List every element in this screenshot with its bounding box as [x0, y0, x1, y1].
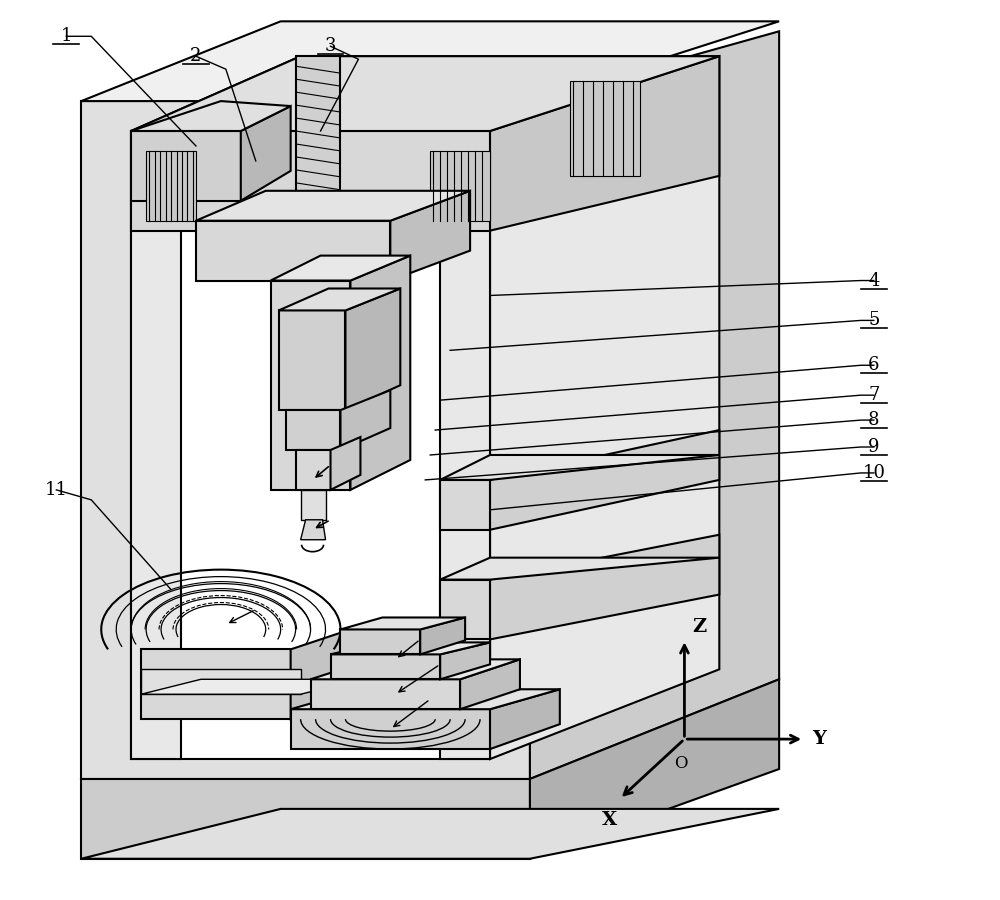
Text: 7: 7 — [868, 386, 880, 404]
Polygon shape — [279, 310, 345, 410]
Polygon shape — [390, 191, 470, 281]
Polygon shape — [271, 256, 410, 281]
Polygon shape — [440, 480, 490, 530]
Polygon shape — [440, 455, 719, 480]
Polygon shape — [340, 617, 465, 629]
Polygon shape — [81, 22, 779, 101]
Polygon shape — [331, 654, 440, 680]
Text: 4: 4 — [868, 272, 880, 290]
Polygon shape — [420, 617, 465, 654]
Polygon shape — [440, 201, 490, 759]
Polygon shape — [131, 131, 241, 201]
Polygon shape — [440, 558, 719, 580]
Polygon shape — [460, 660, 520, 709]
Text: 11: 11 — [45, 481, 68, 499]
Polygon shape — [301, 520, 326, 540]
Polygon shape — [296, 450, 331, 490]
Polygon shape — [131, 56, 719, 131]
Polygon shape — [141, 670, 301, 694]
Polygon shape — [286, 410, 340, 450]
Text: Y: Y — [812, 730, 826, 748]
Polygon shape — [196, 220, 390, 281]
Polygon shape — [241, 106, 291, 201]
Polygon shape — [81, 779, 530, 859]
Polygon shape — [490, 430, 719, 530]
Text: X: X — [602, 811, 617, 829]
Polygon shape — [490, 56, 719, 759]
Text: 5: 5 — [868, 311, 880, 329]
Polygon shape — [530, 680, 779, 859]
Polygon shape — [311, 680, 460, 709]
Polygon shape — [340, 391, 390, 450]
Polygon shape — [331, 643, 490, 654]
Polygon shape — [196, 191, 470, 220]
Text: 9: 9 — [868, 438, 880, 456]
Polygon shape — [131, 56, 719, 131]
Text: 2: 2 — [190, 47, 202, 65]
Polygon shape — [279, 289, 400, 310]
Polygon shape — [490, 689, 560, 749]
Text: O: O — [674, 755, 687, 772]
Polygon shape — [81, 809, 779, 859]
Text: 10: 10 — [862, 464, 885, 482]
Text: Z: Z — [692, 618, 707, 636]
Text: 6: 6 — [868, 356, 880, 374]
Polygon shape — [440, 580, 490, 639]
Text: 8: 8 — [868, 411, 880, 429]
Polygon shape — [131, 131, 490, 230]
Polygon shape — [81, 101, 530, 779]
Polygon shape — [345, 289, 400, 410]
Polygon shape — [570, 81, 640, 176]
Polygon shape — [440, 643, 490, 680]
Polygon shape — [131, 101, 291, 131]
Polygon shape — [530, 32, 779, 779]
Polygon shape — [490, 56, 719, 230]
Polygon shape — [331, 437, 360, 490]
Polygon shape — [350, 256, 410, 490]
Polygon shape — [291, 709, 490, 749]
Polygon shape — [301, 490, 326, 520]
Polygon shape — [146, 151, 196, 220]
Text: 1: 1 — [61, 27, 72, 45]
Polygon shape — [311, 660, 520, 680]
Polygon shape — [141, 650, 291, 719]
Polygon shape — [490, 535, 719, 639]
Polygon shape — [131, 131, 490, 759]
Polygon shape — [271, 281, 350, 490]
Polygon shape — [291, 689, 560, 709]
Polygon shape — [141, 680, 360, 694]
Polygon shape — [430, 151, 490, 220]
Text: 3: 3 — [325, 37, 336, 55]
Polygon shape — [340, 629, 420, 654]
Polygon shape — [131, 201, 181, 759]
Polygon shape — [296, 56, 340, 230]
Polygon shape — [291, 629, 350, 719]
